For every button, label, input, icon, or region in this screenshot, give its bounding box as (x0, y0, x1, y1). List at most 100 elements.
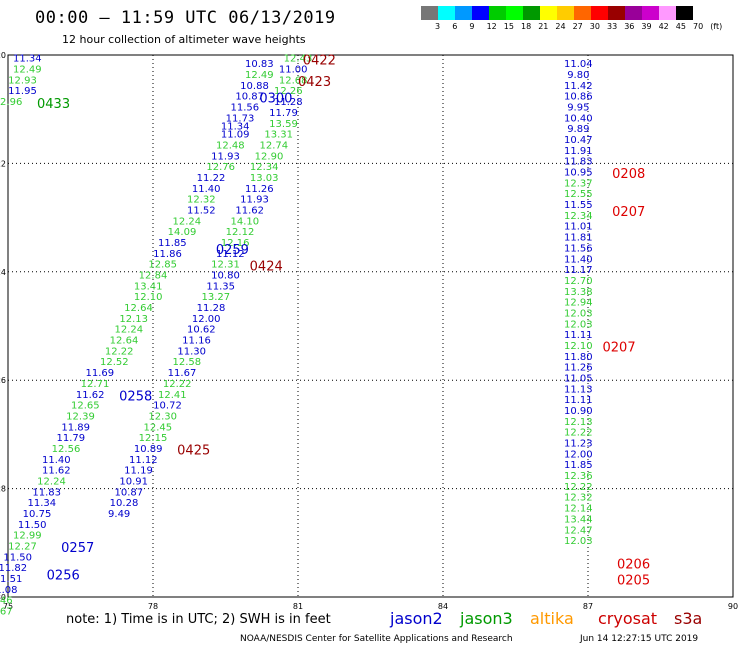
wave-height-value: 11.12 (129, 455, 158, 466)
wave-height-value: 10.72 (153, 401, 182, 412)
pass-time-label: 0422 (303, 53, 336, 68)
wave-height-value: 11.62 (76, 390, 105, 401)
wave-height-value: 12.13 (119, 314, 148, 325)
wave-height-value: 12.24 (173, 216, 202, 227)
colorbar (421, 6, 693, 20)
colorbar-label: 6 (452, 22, 458, 31)
wave-height-value: 11.81 (564, 233, 593, 244)
pass-time-label: 0259 (216, 243, 249, 258)
wave-height-value: 11.00 (279, 65, 308, 76)
wave-height-value: 12.71 (81, 379, 110, 390)
wave-height-value: 12.10 (134, 292, 163, 303)
wave-height-value: 11.23 (564, 439, 593, 450)
wave-height-value: 11.50 (18, 520, 47, 531)
colorbar-swatch (523, 6, 540, 20)
wave-height-value: 9.95 (567, 102, 589, 113)
wave-height-value: 12.03 (564, 319, 593, 330)
pass-time-label: 0300 (259, 91, 292, 106)
wave-height-value: 11.51 (0, 574, 22, 585)
colorbar-swatch (540, 6, 557, 20)
wave-height-value: 12.47 (564, 525, 593, 536)
wave-height-value: 11.67 (168, 368, 197, 379)
colorbar-swatch (608, 6, 625, 20)
pass-time-label: 0424 (250, 259, 283, 274)
legend-jason2: jason2 (390, 609, 443, 628)
wave-height-value: 10.47 (564, 135, 593, 146)
wave-height-value: 12.70 (564, 276, 593, 287)
wave-height-value: 11.16 (182, 336, 211, 347)
wave-height-value: 12.90 (255, 151, 284, 162)
wave-height-value: 12.56 (52, 444, 81, 455)
wave-height-value: 12.99 (13, 531, 42, 542)
y-tick-label: 26 (0, 376, 6, 385)
colorbar-label: 27 (572, 22, 583, 31)
y-tick-label: 20 (0, 51, 6, 60)
wave-height-value: 13.03 (250, 173, 279, 184)
wave-height-value: 10.88 (240, 81, 269, 92)
colorbar-swatch (557, 6, 574, 20)
wave-height-value: 12.22 (564, 482, 593, 493)
wave-height-value: 11.26 (245, 184, 274, 195)
wave-height-value: 11.34 (28, 498, 57, 509)
wave-height-value: 12.43 (284, 54, 313, 65)
wave-height-value: 11.56 (231, 102, 260, 113)
wave-height-value: 11.09 (221, 130, 250, 141)
colorbar-label: 3 (435, 22, 441, 31)
wave-height-value: 13.27 (202, 292, 231, 303)
colorbar-swatch (642, 6, 659, 20)
wave-height-value: 12.14 (564, 504, 593, 515)
colorbar-label: 42 (658, 22, 669, 31)
wave-height-value: 11.55 (564, 200, 593, 211)
wave-height-value: 12.15 (139, 433, 168, 444)
wave-height-value: 13.38 (564, 287, 593, 298)
wave-height-value: 12.52 (100, 357, 129, 368)
wave-height-value: 11.42 (564, 81, 593, 92)
wave-height-value: 13.41 (134, 281, 163, 292)
wave-height-value: 11.28 (274, 97, 303, 108)
page-subtitle: 12 hour collection of altimeter wave hei… (62, 33, 306, 46)
colorbar-swatch (625, 6, 642, 20)
wave-height-value: 10.40 (564, 113, 593, 124)
wave-height-value: 10.91 (119, 476, 148, 487)
wave-height-value: 12.30 (148, 411, 177, 422)
wave-height-value: 11.85 (158, 238, 187, 249)
wave-height-value: 11.30 (177, 346, 206, 357)
colorbar-label: 45 (675, 22, 686, 31)
wave-height-value: 12.84 (139, 271, 168, 282)
x-tick-label: 90 (728, 602, 738, 611)
colorbar-label: 33 (607, 22, 618, 31)
wave-height-value: 11.73 (226, 113, 255, 124)
credit-text: NOAA/NESDIS Center for Satellite Applica… (240, 634, 513, 644)
wave-height-value: 12.26 (274, 86, 303, 97)
colorbar-label: 70 (693, 22, 704, 31)
wave-height-value: 10.75 (23, 509, 52, 520)
pass-time-label: 0257 (61, 541, 94, 556)
wave-height-value: 13.67 (0, 607, 13, 618)
pass-time-label: 0207 (603, 341, 636, 356)
colorbar-swatch (455, 6, 472, 20)
wave-height-value: 12.49 (245, 70, 274, 81)
wave-height-value: 11.50 (3, 552, 32, 563)
wave-height-value: 11.83 (32, 487, 61, 498)
wave-height-value: 12.24 (37, 476, 66, 487)
wave-height-value: 11.35 (206, 281, 235, 292)
wave-height-value: 11.11 (564, 395, 593, 406)
generation-timestamp: Jun 14 12:27:15 UTC 2019 (580, 634, 699, 644)
colorbar-label: 12 (486, 22, 497, 31)
wave-height-value: 11.93 (211, 151, 240, 162)
y-tick-label: 22 (0, 159, 6, 168)
wave-height-value: 10.62 (187, 325, 216, 336)
wave-height-value: 12.31 (211, 260, 240, 271)
wave-height-value: 11.93 (240, 195, 269, 206)
wave-height-value: 14.10 (231, 216, 260, 227)
wave-height-value: 12.32 (564, 493, 593, 504)
wave-height-value: 11.17 (564, 265, 593, 276)
pass-time-label: 0258 (119, 389, 152, 404)
wave-height-value: 11.34 (13, 54, 42, 65)
y-tick-label: 30 (0, 593, 6, 602)
colorbar-swatch (421, 6, 438, 20)
wave-height-value: 11.19 (124, 466, 153, 477)
wave-height-value: 12.93 (8, 75, 37, 86)
wave-height-value: 12.00 (564, 449, 593, 460)
wave-height-value: 11.04 (564, 59, 593, 70)
